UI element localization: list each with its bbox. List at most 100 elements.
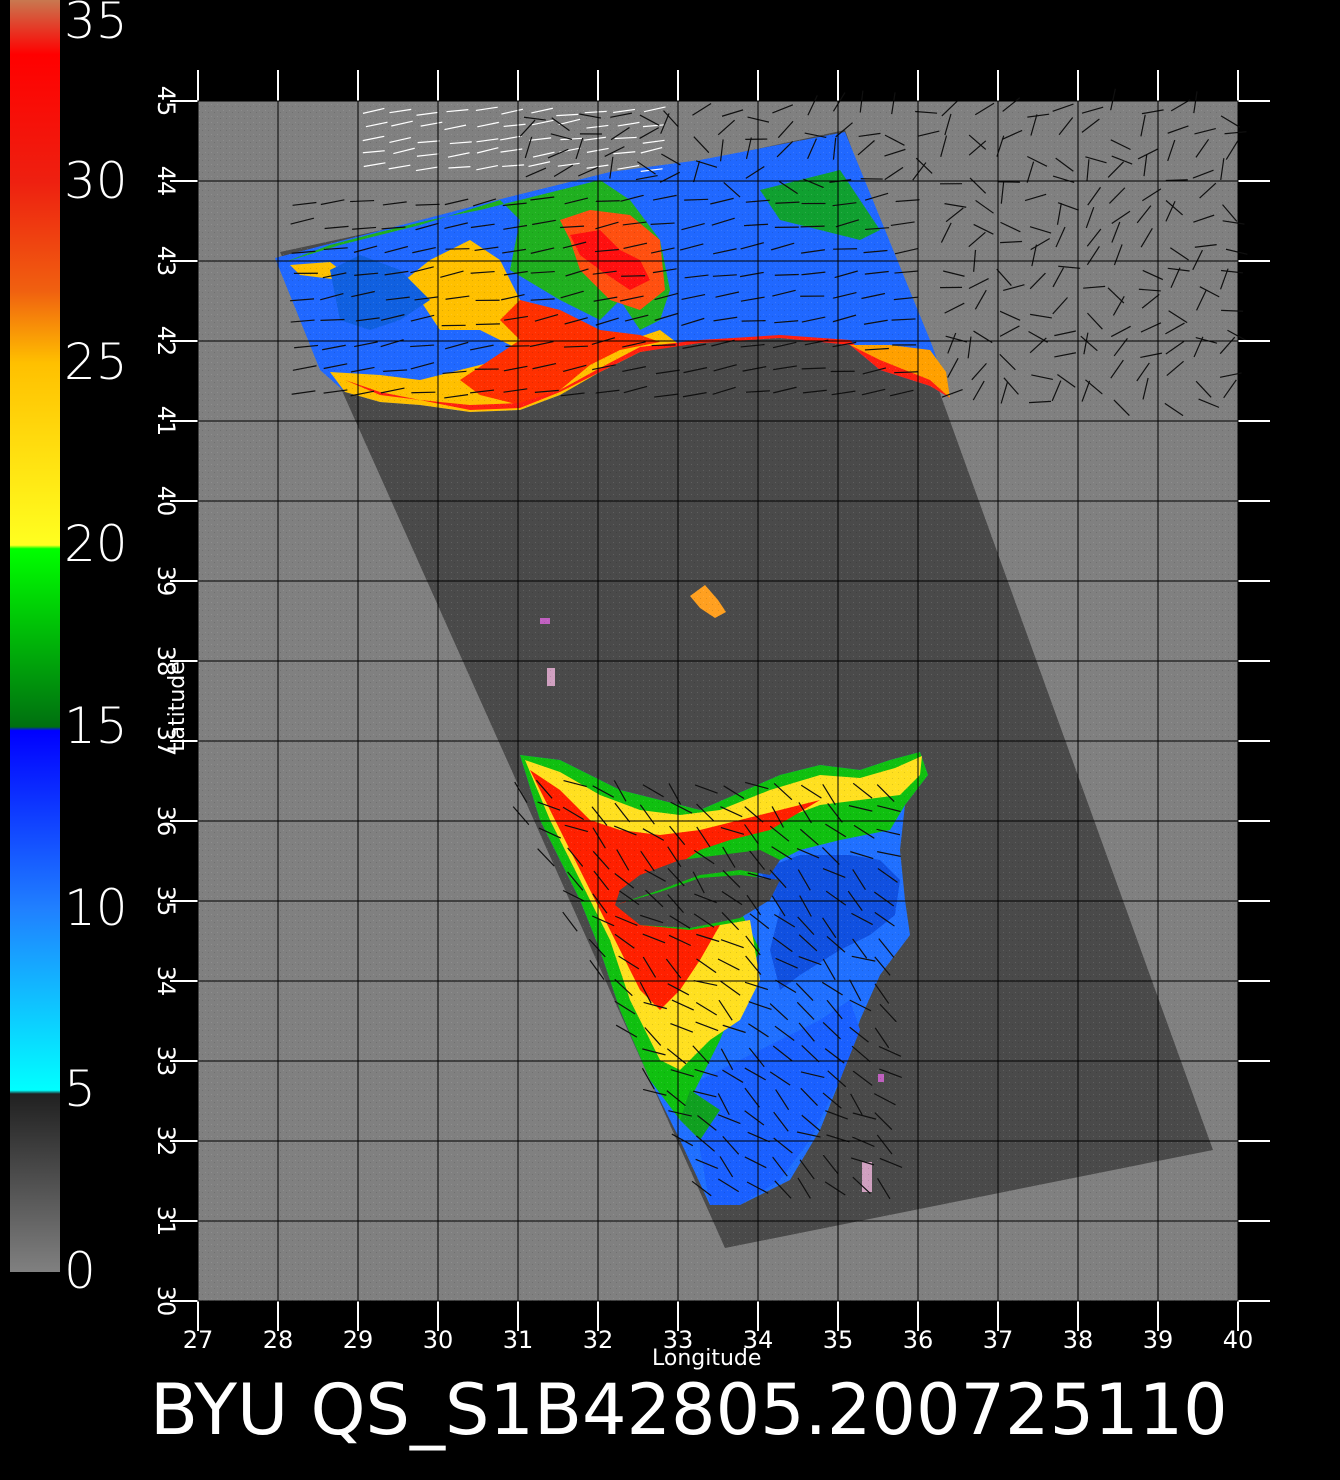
wind-barb [1136, 205, 1152, 224]
longitude-tick-label: 30 [422, 1326, 454, 1354]
wind-barb [615, 915, 638, 926]
wind-barb [799, 828, 819, 846]
wind-barb [745, 165, 765, 179]
wind-barb [583, 136, 606, 141]
wind-barb [670, 1069, 694, 1077]
wind-barb [1058, 265, 1081, 269]
color-scale-label: 30 [64, 151, 128, 210]
wind-barb [943, 270, 965, 277]
latitude-tick-label: 39 [152, 565, 180, 597]
wind-barb [696, 803, 715, 822]
wind-barb [1142, 269, 1164, 281]
wind-barb [1195, 336, 1218, 344]
wind-barb [722, 1024, 746, 1034]
wind-barb [849, 999, 872, 1012]
wind-barb [388, 164, 411, 170]
latitude-tick-label: 32 [152, 1125, 180, 1157]
wind-barb [650, 247, 675, 254]
wind-barb [851, 1045, 871, 1063]
wind-barb [642, 956, 657, 978]
latitude-tick-label: 34 [152, 965, 180, 997]
latitude-tick-label: 40 [152, 485, 180, 517]
wind-barb [691, 1180, 712, 1197]
lat-lon-grid [170, 70, 1270, 1331]
latitude-tick-label: 42 [152, 325, 180, 357]
wind-barb [695, 1001, 718, 1016]
wind-barb [654, 292, 678, 301]
wind-barb [799, 895, 812, 917]
wind-barb [940, 222, 952, 243]
wind-barb [696, 826, 711, 848]
wind-barb [320, 292, 344, 301]
wind-barb [610, 126, 630, 141]
wind-barb [538, 827, 562, 839]
wind-barb [893, 296, 918, 301]
wind-barb [695, 1021, 719, 1032]
wind-barb [865, 227, 890, 231]
wind-barb [884, 148, 906, 157]
longitude-tick-label: 38 [1062, 1326, 1094, 1354]
wind-barb [564, 317, 588, 325]
wind-barb [941, 388, 963, 398]
wind-barb [558, 118, 581, 126]
wind-barb [642, 124, 665, 128]
wind-barb [718, 999, 733, 1021]
wind-barb [775, 979, 797, 994]
wind-barb [999, 310, 1021, 321]
wind-barb [1165, 200, 1184, 216]
wind-barb [822, 958, 836, 981]
wind-barb [382, 201, 407, 206]
wind-barb [350, 199, 375, 203]
wind-barb [412, 246, 436, 254]
wind-barb [876, 784, 895, 802]
wind-barb [718, 1178, 740, 1193]
wind-barb [832, 137, 837, 160]
wind-barb [290, 217, 315, 225]
wind-barb [562, 911, 578, 932]
wind-barb [798, 955, 822, 966]
wind-barb [476, 164, 498, 171]
wind-barb [1219, 336, 1236, 355]
wind-barb [501, 108, 524, 115]
wind-barb [563, 780, 587, 788]
wind-barb [1170, 99, 1191, 112]
wind-barb [712, 386, 736, 395]
wind-barb [879, 1157, 903, 1168]
wind-barb [389, 136, 412, 144]
wind-barb [772, 1156, 788, 1177]
wind-barb [717, 1114, 741, 1125]
wind-barb [947, 357, 959, 378]
wind-barb [894, 270, 919, 274]
wind-barb [852, 1136, 875, 1148]
wind-barb [1086, 246, 1100, 266]
wind-barb [835, 219, 860, 228]
wind-barb [501, 294, 525, 301]
wind-barb [1167, 139, 1176, 162]
wind-barb [529, 137, 552, 141]
wind-barb [778, 181, 798, 195]
wind-barb [531, 119, 554, 126]
wind-barb [595, 200, 620, 203]
latitude-tick-label: 44 [152, 165, 180, 197]
wind-barb [775, 1089, 790, 1111]
longitude-tick-label: 36 [902, 1326, 934, 1354]
wind-barb [351, 290, 375, 298]
wind-barb [894, 247, 919, 255]
wind-barb [1198, 398, 1220, 408]
wind-barb [774, 320, 799, 324]
wind-barb [1192, 249, 1203, 271]
wind-barb [389, 108, 412, 114]
wind-barb [720, 806, 743, 818]
wind-barb [1199, 286, 1220, 298]
wind-barb [410, 314, 435, 322]
x-axis-label: Longitude [652, 1346, 762, 1371]
wind-barb [795, 982, 814, 1001]
wind-barb [410, 344, 435, 348]
wind-barb [614, 978, 633, 997]
wind-barb [744, 824, 759, 845]
wind-barb [1165, 322, 1185, 335]
wind-barb [635, 174, 658, 181]
wind-barb [1113, 244, 1123, 266]
wind-barb [642, 828, 665, 841]
